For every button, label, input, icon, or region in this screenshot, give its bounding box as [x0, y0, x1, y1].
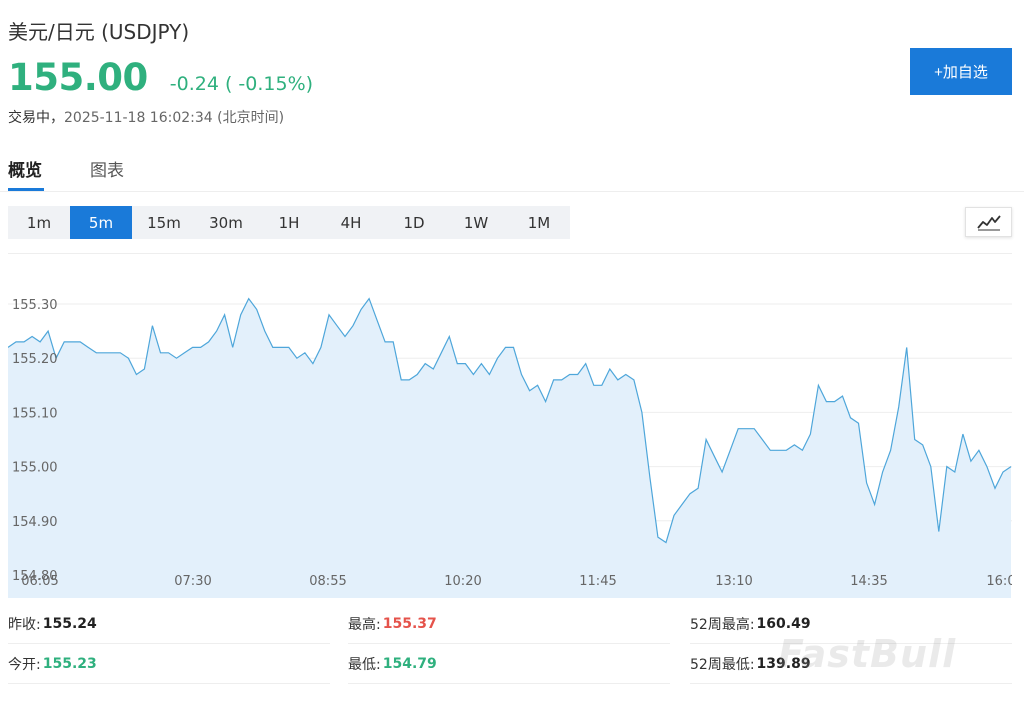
stat-low: 最低: 154.79	[348, 644, 670, 684]
y-tick-label: 155.10	[12, 406, 58, 421]
stat-high-value: 155.37	[382, 615, 437, 632]
stat-open-label: 今开:	[8, 656, 41, 673]
x-tick-label: 13:10	[715, 574, 752, 589]
price-chart[interactable]: 155.30 155.20 155.10 155.00 154.90 154.80 06:…	[8, 253, 1012, 598]
stat-52w-high-value: 160.49	[756, 615, 811, 632]
timeframe-5m[interactable]: 5m	[70, 206, 132, 239]
x-tick-label: 06:05	[21, 574, 58, 589]
stat-52w-high-label: 52周最高:	[690, 616, 755, 633]
stat-52w-low-value: 139.89	[756, 655, 811, 672]
fastbull-watermark: FastBull	[778, 632, 957, 676]
trading-status-time: 2025-11-18 16:02:34 (北京时间)	[64, 110, 285, 126]
x-tick-label: 11:45	[579, 574, 616, 589]
timeframe-30m[interactable]: 30m	[209, 213, 243, 232]
x-tick-label: 14:35	[850, 574, 887, 589]
timeframe-1w[interactable]: 1W	[463, 213, 489, 232]
x-tick-label: 16:0	[986, 574, 1012, 589]
chart-type-button[interactable]	[965, 207, 1012, 237]
x-tick-label: 10:20	[444, 574, 481, 589]
line-chart-icon	[976, 215, 1001, 231]
price-line	[8, 297, 1012, 544]
timeframe-15m[interactable]: 15m	[147, 213, 181, 232]
stat-open: 今开: 155.23	[8, 644, 330, 684]
stat-low-label: 最低:	[348, 656, 381, 673]
y-tick-label: 155.00	[12, 461, 58, 476]
active-tab-indicator	[8, 188, 44, 191]
stat-prev-close-label: 昨收:	[8, 616, 41, 633]
y-axis-ticks: 155.30 155.20 155.10 155.00 154.90 154.80	[12, 298, 58, 584]
timeframe-1h[interactable]: 1H	[278, 213, 300, 232]
timeframe-4h[interactable]: 4H	[340, 213, 362, 232]
timeframe-1m[interactable]: 1m	[26, 213, 52, 232]
current-price: 155.00	[8, 56, 148, 99]
x-axis-ticks: 06:05 07:30 08:55 10:20 11:45 13:10 14:35 16:0	[21, 574, 1012, 589]
stat-low-value: 154.79	[382, 655, 437, 672]
price-change: -0.24 ( -0.15%)	[169, 73, 314, 95]
stat-prev-close: 昨收: 155.24	[8, 604, 330, 644]
x-tick-label: 08:55	[309, 574, 346, 589]
add-to-watchlist-button[interactable]: +加自选	[910, 48, 1012, 95]
timeframe-1d[interactable]: 1D	[403, 213, 425, 232]
stat-52w-high: 52周最高: 160.49	[690, 604, 1012, 644]
y-tick-label: 155.20	[12, 352, 58, 367]
stat-prev-close-value: 155.24	[42, 615, 97, 632]
timeframe-selector: 1m 5m 15m 30m 1H 4H 1D 1W 1M	[8, 206, 570, 239]
x-tick-label: 07:30	[174, 574, 211, 589]
stat-52w-low-label: 52周最低:	[690, 656, 755, 673]
tab-overview[interactable]: 概览	[8, 161, 42, 181]
instrument-title: 美元/日元 (USDJPY)	[8, 20, 190, 44]
y-tick-label: 155.30	[12, 298, 58, 313]
y-tick-label: 154.90	[12, 515, 58, 530]
y-tick-label: 154.80	[12, 569, 58, 584]
price-area	[8, 298, 1011, 598]
stat-high: 最高: 155.37	[348, 604, 670, 644]
trading-status-label: 交易中，	[8, 110, 64, 126]
timeframe-1mo[interactable]: 1M	[527, 213, 551, 232]
price-chart-svg: 155.30 155.20 155.10 155.00 154.90 154.80 06:…	[8, 297, 1012, 598]
price-row: 155.00 -0.24 ( -0.15%)	[8, 56, 313, 99]
stat-open-value: 155.23	[42, 655, 97, 672]
tab-chart[interactable]: 图表	[90, 161, 124, 181]
stat-high-label: 最高:	[348, 616, 381, 633]
quote-stats: 昨收: 155.24 今开: 155.23 最高: 155.37 最低: 154…	[0, 604, 1024, 694]
stat-52w-low: 52周最低: 139.89	[690, 644, 1012, 684]
trading-status: 交易中，2025-11-18 16:02:34 (北京时间)	[8, 107, 284, 127]
main-tabs: 概览 图表	[0, 150, 1024, 192]
